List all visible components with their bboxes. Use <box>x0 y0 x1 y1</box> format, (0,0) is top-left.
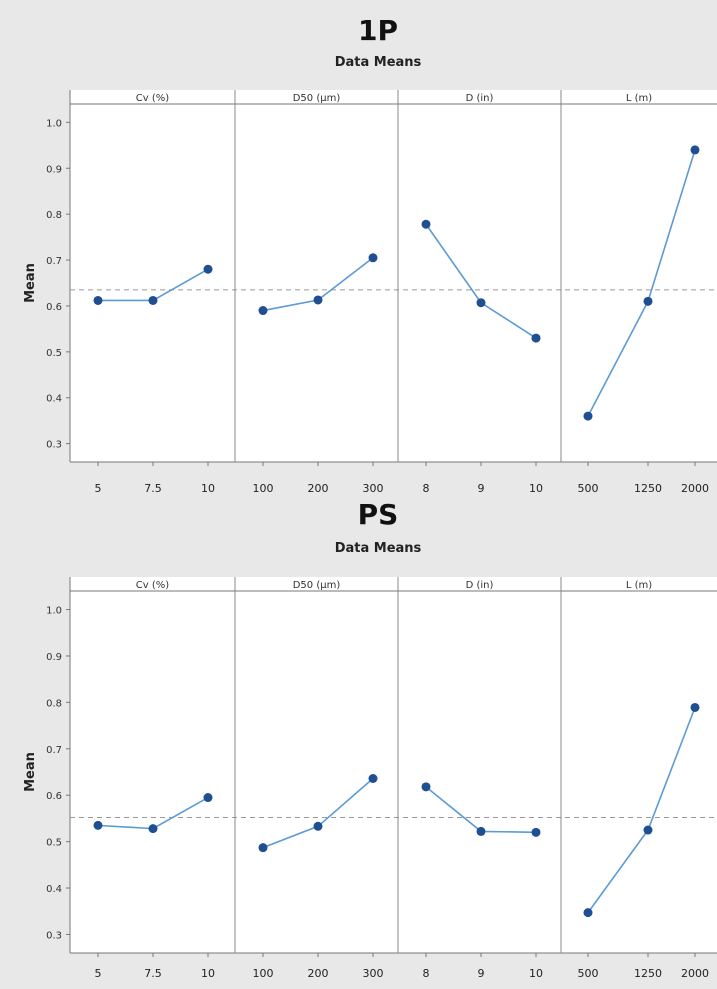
data-point <box>690 145 700 155</box>
plot-area <box>70 90 717 462</box>
chart-title: PS <box>358 498 399 531</box>
x-tick-label: 7.5 <box>144 967 162 980</box>
x-tick-label: 9 <box>478 967 485 980</box>
panel-header-label: L (m) <box>626 93 652 104</box>
x-tick-label: 8 <box>423 482 430 495</box>
y-tick-label: 0.5 <box>46 838 62 849</box>
x-tick-label: 10 <box>201 967 215 980</box>
x-tick-label: 500 <box>578 967 599 980</box>
y-tick-label: 0.5 <box>46 348 62 359</box>
x-tick-label: 1250 <box>634 967 662 980</box>
panel-header-label: D (in) <box>466 580 494 591</box>
x-tick-label: 200 <box>308 482 329 495</box>
data-point <box>368 773 378 783</box>
data-point <box>421 219 431 229</box>
x-tick-label: 9 <box>478 482 485 495</box>
plot-area <box>70 577 717 953</box>
y-tick-label: 0.3 <box>46 930 62 941</box>
y-tick-label: 0.9 <box>46 652 62 663</box>
data-point <box>690 702 700 712</box>
chart-subtitle: Data Means <box>335 541 422 556</box>
data-point <box>421 782 431 792</box>
x-tick-label: 7.5 <box>144 482 162 495</box>
data-point <box>643 296 653 306</box>
y-axis-label: Mean <box>23 752 38 792</box>
panel-header-label: Cv (%) <box>136 580 169 591</box>
data-point <box>93 295 103 305</box>
x-tick-label: 200 <box>308 967 329 980</box>
x-tick-label: 5 <box>95 967 102 980</box>
data-point <box>313 295 323 305</box>
panel-header-label: D50 (μm) <box>293 580 341 591</box>
y-tick-label: 0.4 <box>46 884 62 895</box>
x-tick-label: 10 <box>529 967 543 980</box>
x-tick-label: 8 <box>423 967 430 980</box>
x-tick-label: 10 <box>529 482 543 495</box>
y-tick-label: 0.3 <box>46 440 62 451</box>
chart-title: 1P <box>358 14 398 47</box>
data-point <box>476 826 486 836</box>
panel-header-label: D50 (μm) <box>293 93 341 104</box>
y-tick-label: 0.7 <box>46 745 62 756</box>
data-point <box>203 793 213 803</box>
data-point <box>203 264 213 274</box>
y-tick-label: 0.9 <box>46 164 62 175</box>
data-point <box>258 306 268 316</box>
data-point <box>583 411 593 421</box>
y-tick-label: 0.6 <box>46 302 62 313</box>
x-tick-label: 5 <box>95 482 102 495</box>
data-point <box>643 825 653 835</box>
data-point <box>583 908 593 918</box>
x-tick-label: 2000 <box>681 482 709 495</box>
data-point <box>531 827 541 837</box>
y-axis-label: Mean <box>23 263 38 303</box>
data-point <box>531 333 541 343</box>
panel-header-label: D (in) <box>466 93 494 104</box>
data-point <box>148 824 158 834</box>
panel-header-label: L (m) <box>626 580 652 591</box>
y-tick-label: 1.0 <box>46 606 62 617</box>
panel-header-label: Cv (%) <box>136 93 169 104</box>
x-tick-label: 100 <box>253 482 274 495</box>
y-tick-label: 0.7 <box>46 256 62 267</box>
x-tick-label: 2000 <box>681 967 709 980</box>
y-tick-label: 0.8 <box>46 698 62 709</box>
data-point <box>258 843 268 853</box>
x-tick-label: 1250 <box>634 482 662 495</box>
chart-subtitle: Data Means <box>335 55 422 70</box>
x-tick-label: 10 <box>201 482 215 495</box>
x-tick-label: 300 <box>363 482 384 495</box>
y-tick-label: 0.6 <box>46 791 62 802</box>
data-point <box>313 821 323 831</box>
data-point <box>368 253 378 263</box>
data-point <box>93 820 103 830</box>
x-tick-label: 100 <box>253 967 274 980</box>
x-tick-label: 500 <box>578 482 599 495</box>
data-point <box>148 295 158 305</box>
x-tick-label: 300 <box>363 967 384 980</box>
y-tick-label: 0.8 <box>46 210 62 221</box>
y-tick-label: 0.4 <box>46 394 62 405</box>
y-tick-label: 1.0 <box>46 118 62 129</box>
data-point <box>476 298 486 308</box>
